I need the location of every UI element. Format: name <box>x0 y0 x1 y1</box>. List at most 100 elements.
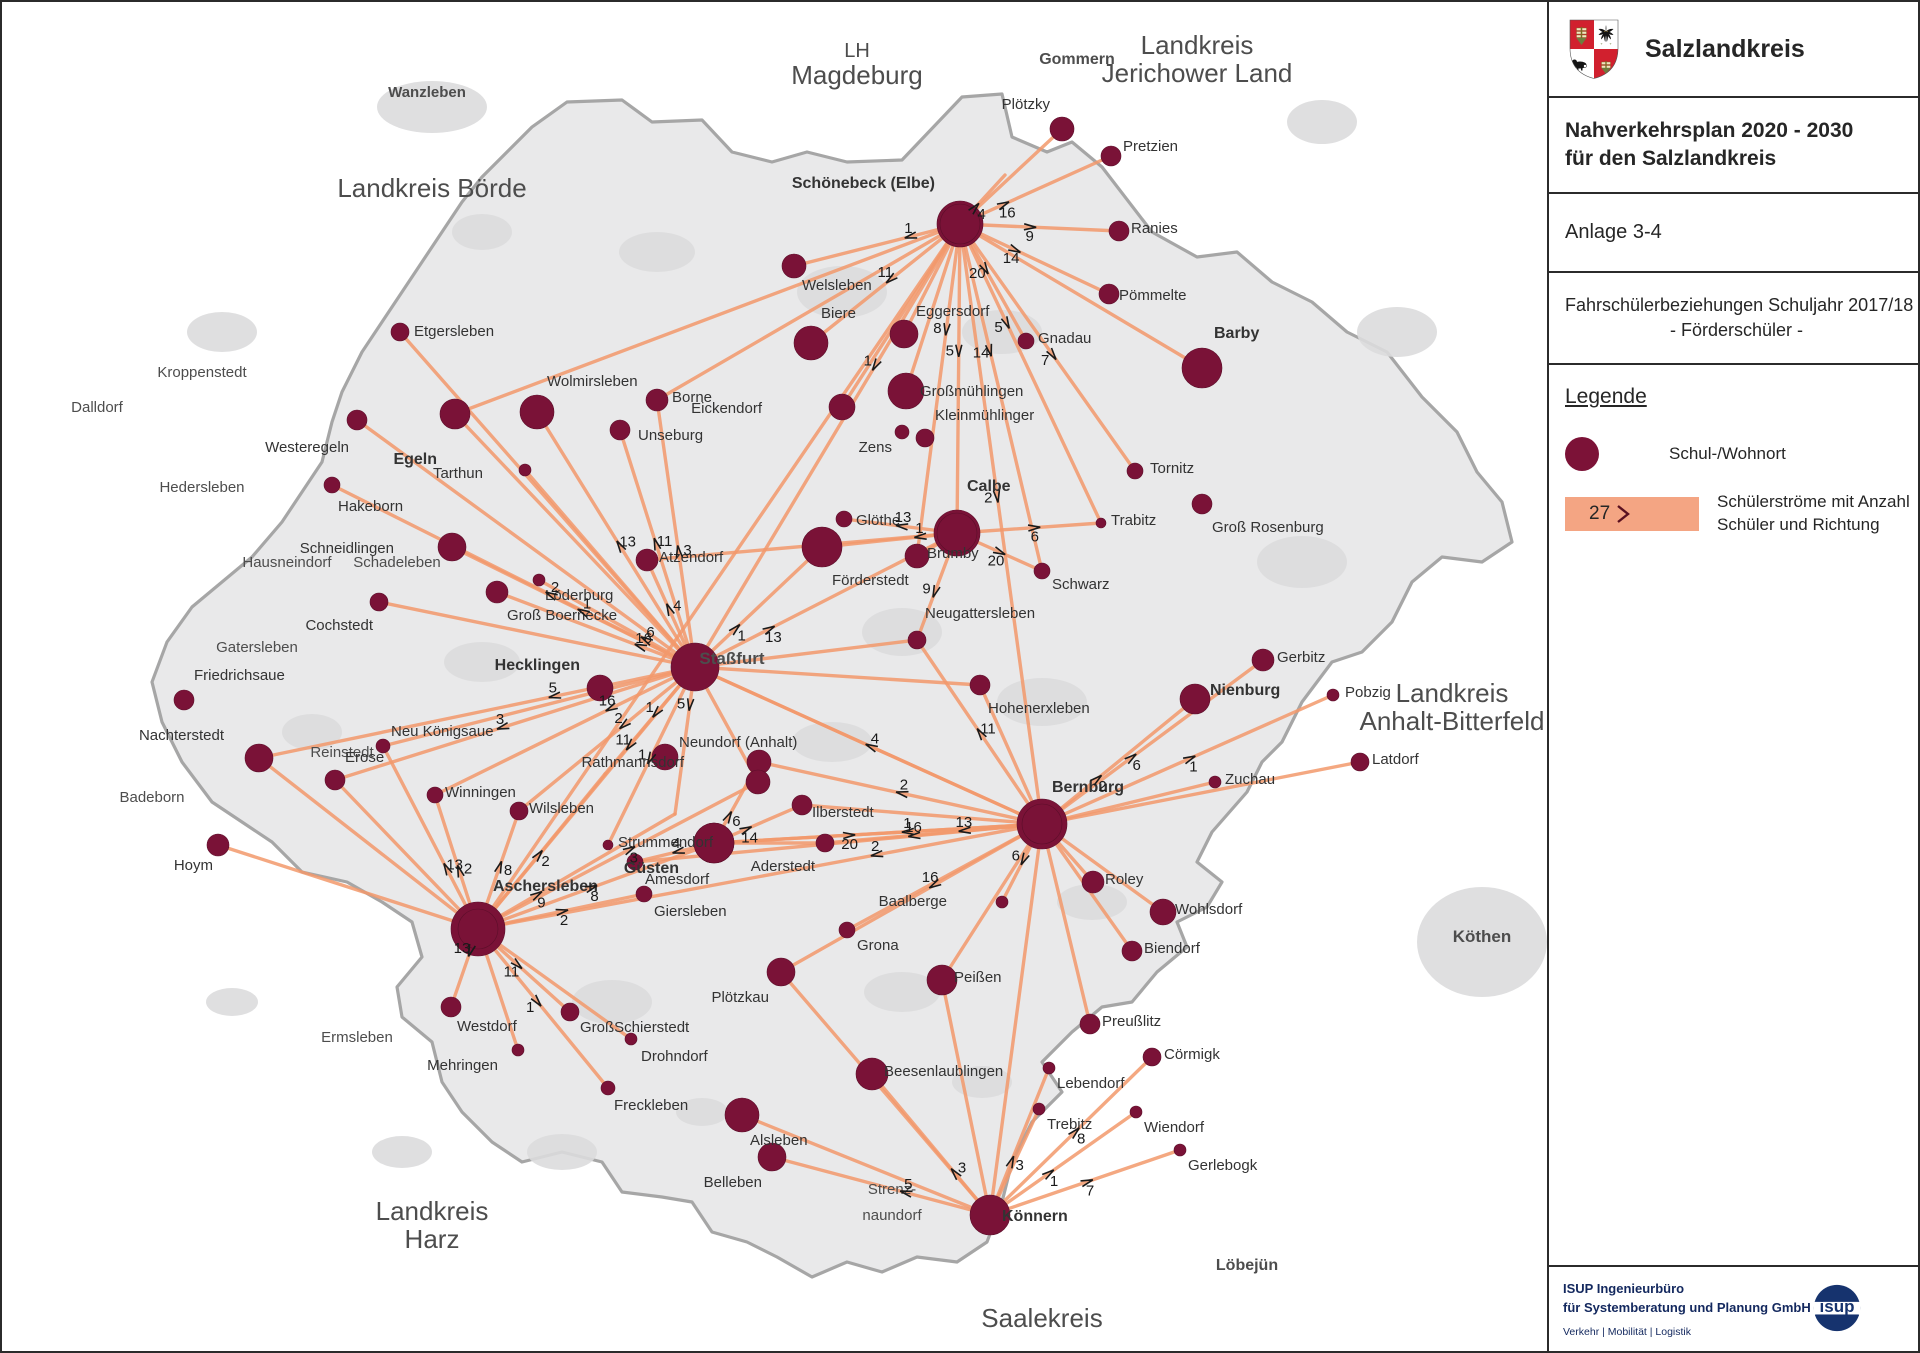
svg-text:Trabitz: Trabitz <box>1111 512 1156 529</box>
svg-text:Hakeborn: Hakeborn <box>338 498 403 515</box>
svg-text:Friedrichsaue: Friedrichsaue <box>194 667 285 684</box>
svg-text:1: 1 <box>1189 759 1197 776</box>
svg-text:Landkreis: Landkreis <box>1396 678 1509 708</box>
svg-text:3: 3 <box>683 542 691 559</box>
svg-text:9: 9 <box>922 581 930 598</box>
svg-text:Ermsleben: Ermsleben <box>321 1029 393 1046</box>
svg-text:Wiendorf: Wiendorf <box>1144 1119 1205 1136</box>
svg-text:Egeln: Egeln <box>393 451 437 468</box>
svg-text:Grona: Grona <box>857 937 899 954</box>
svg-text:16: 16 <box>599 692 616 709</box>
svg-text:naundorf: naundorf <box>862 1207 922 1224</box>
svg-text:2: 2 <box>984 490 992 507</box>
svg-text:Pömmelte: Pömmelte <box>1119 287 1187 304</box>
svg-text:1: 1 <box>638 746 646 763</box>
svg-text:Amesdorf: Amesdorf <box>645 871 710 888</box>
svg-text:Landkreis: Landkreis <box>376 1196 489 1226</box>
svg-text:8: 8 <box>504 862 512 879</box>
svg-text:14: 14 <box>741 829 758 846</box>
svg-text:Hoym: Hoym <box>174 857 213 874</box>
svg-text:6: 6 <box>1012 847 1020 864</box>
svg-text:Belleben: Belleben <box>704 1174 762 1191</box>
svg-text:Zuchau: Zuchau <box>1225 771 1275 788</box>
svg-text:Hedersleben: Hedersleben <box>159 479 244 496</box>
svg-text:Aschersleben: Aschersleben <box>493 878 598 895</box>
svg-text:13: 13 <box>454 940 471 957</box>
svg-text:13: 13 <box>895 509 912 526</box>
svg-text:Dalldorf: Dalldorf <box>71 399 124 416</box>
svg-text:Pobzig: Pobzig <box>1345 684 1391 701</box>
svg-text:Mehringen: Mehringen <box>427 1057 498 1074</box>
svg-text:Alsleben: Alsleben <box>750 1132 808 1149</box>
svg-text:Landkreis: Landkreis <box>1141 30 1254 60</box>
svg-text:5: 5 <box>549 680 557 697</box>
svg-text:Könnern: Könnern <box>1002 1208 1068 1225</box>
svg-text:Trebitz: Trebitz <box>1047 1116 1092 1133</box>
svg-text:4: 4 <box>977 206 985 223</box>
svg-text:Neundorf (Anhalt): Neundorf (Anhalt) <box>679 734 797 751</box>
svg-text:GroßSchierstedt: GroßSchierstedt <box>580 1019 690 1036</box>
svg-text:7: 7 <box>1041 352 1049 369</box>
svg-text:Wohlsdorf: Wohlsdorf <box>1175 901 1243 918</box>
svg-text:Lebendorf: Lebendorf <box>1057 1075 1125 1092</box>
svg-text:4: 4 <box>673 598 681 615</box>
svg-text:Wilsleben: Wilsleben <box>529 800 594 817</box>
svg-text:5: 5 <box>994 319 1002 336</box>
svg-text:Preußlitz: Preußlitz <box>1102 1013 1161 1030</box>
svg-text:Aderstedt: Aderstedt <box>751 858 816 875</box>
svg-text:Rathmannsdorf: Rathmannsdorf <box>581 754 684 771</box>
svg-text:Gatersleben: Gatersleben <box>216 639 298 656</box>
svg-text:Plötzkau: Plötzkau <box>711 989 769 1006</box>
svg-text:1: 1 <box>903 815 911 832</box>
svg-text:Tarthun: Tarthun <box>433 465 483 482</box>
svg-text:2: 2 <box>560 912 568 929</box>
svg-text:Wanzleben: Wanzleben <box>388 84 466 101</box>
svg-text:11: 11 <box>878 264 894 281</box>
svg-text:Förderstedt: Förderstedt <box>832 572 910 589</box>
svg-text:Pretzien: Pretzien <box>1123 138 1178 155</box>
svg-text:13: 13 <box>765 629 782 646</box>
svg-text:3: 3 <box>630 849 638 866</box>
svg-text:11: 11 <box>980 721 996 738</box>
svg-text:20: 20 <box>841 836 858 853</box>
svg-text:4: 4 <box>871 731 879 748</box>
svg-text:Groß Rosenburg: Groß Rosenburg <box>1212 519 1324 536</box>
svg-text:3: 3 <box>496 711 504 728</box>
svg-text:2: 2 <box>1098 778 1106 795</box>
svg-text:LH: LH <box>844 40 870 62</box>
svg-text:13: 13 <box>619 533 636 550</box>
svg-text:Biere: Biere <box>821 305 856 322</box>
svg-text:5: 5 <box>677 696 685 713</box>
svg-text:Brumby: Brumby <box>927 545 979 562</box>
svg-text:Köthen: Köthen <box>1453 927 1512 946</box>
svg-text:2: 2 <box>871 838 879 855</box>
svg-text:11: 11 <box>657 533 673 550</box>
svg-text:14: 14 <box>1003 250 1020 267</box>
svg-text:13: 13 <box>446 857 463 874</box>
svg-text:Harz: Harz <box>405 1224 460 1254</box>
svg-text:Eggersdorf: Eggersdorf <box>916 303 990 320</box>
svg-text:Jerichower Land: Jerichower Land <box>1102 58 1293 88</box>
svg-text:Latdorf: Latdorf <box>1372 751 1420 768</box>
svg-text:1: 1 <box>646 699 654 716</box>
svg-text:Drohndorf: Drohndorf <box>641 1048 709 1065</box>
svg-text:Westeregeln: Westeregeln <box>265 439 349 456</box>
svg-text:Zens: Zens <box>859 439 892 456</box>
svg-text:1: 1 <box>738 627 746 644</box>
svg-text:Bernburg: Bernburg <box>1052 779 1124 796</box>
svg-text:2: 2 <box>614 710 622 727</box>
svg-text:Ranies: Ranies <box>1131 220 1178 237</box>
svg-text:Barby: Barby <box>1214 325 1259 342</box>
svg-text:2: 2 <box>464 860 472 877</box>
svg-text:Gnadau: Gnadau <box>1038 330 1091 347</box>
svg-text:7: 7 <box>1086 1182 1094 1199</box>
svg-text:Saalekreis: Saalekreis <box>981 1303 1102 1333</box>
svg-text:Badeborn: Badeborn <box>119 789 184 806</box>
svg-text:Kleinmühlinger: Kleinmühlinger <box>935 407 1034 424</box>
svg-text:isup: isup <box>1820 1297 1855 1316</box>
svg-text:Etgersleben: Etgersleben <box>414 323 494 340</box>
svg-text:14: 14 <box>973 344 990 361</box>
svg-text:Nachterstedt: Nachterstedt <box>139 727 225 744</box>
svg-text:Neu Königsaue: Neu Königsaue <box>391 723 494 740</box>
svg-text:Biendorf: Biendorf <box>1144 940 1201 957</box>
